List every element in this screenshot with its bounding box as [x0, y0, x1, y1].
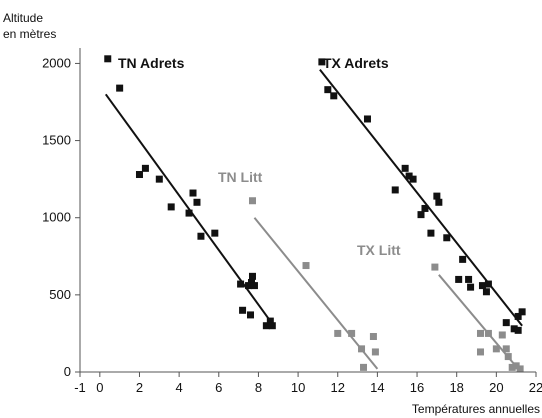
data-point-tn-adrets — [250, 282, 258, 290]
data-point-tx-adrets — [435, 198, 443, 206]
data-point-tx-litt — [512, 362, 520, 370]
y-axis-title-line1: Altitude — [3, 11, 43, 25]
data-point-tn-litt — [334, 329, 342, 337]
data-point-tn-adrets — [135, 171, 143, 179]
data-point-tx-adrets — [465, 275, 473, 283]
data-point-tx-adrets — [324, 86, 332, 94]
x-axis-title: Températures annuelles — [412, 402, 540, 416]
data-point-tx-adrets — [514, 312, 522, 320]
y-tick-label: 1500 — [42, 133, 71, 148]
data-point-tx-adrets — [421, 204, 429, 212]
data-point-tn-litt — [358, 345, 366, 353]
data-point-tn-litt — [302, 262, 310, 270]
data-point-tx-adrets — [433, 192, 441, 200]
plot-area — [104, 55, 526, 373]
x-tick-label: 8 — [255, 380, 262, 395]
series-label-tn-adrets: TN Adrets — [118, 55, 185, 71]
x-tick-label: 12 — [331, 380, 345, 395]
y-tick-label: 0 — [64, 364, 71, 379]
data-point-tx-adrets — [330, 92, 338, 100]
data-point-tx-adrets — [478, 282, 486, 290]
data-point-tx-litt — [476, 348, 484, 356]
x-tick-label: 6 — [215, 380, 222, 395]
data-point-tn-adrets — [193, 198, 201, 206]
data-point-tx-adrets — [363, 115, 371, 123]
data-point-tx-adrets — [484, 280, 492, 288]
data-point-tx-adrets — [455, 275, 463, 283]
x-tick-label: 2 — [136, 380, 143, 395]
data-point-tn-litt — [348, 329, 356, 337]
y-tick-label: 1000 — [42, 210, 71, 225]
data-point-tn-adrets — [116, 84, 124, 92]
x-tick-label: 16 — [410, 380, 424, 395]
data-point-tx-litt — [498, 331, 506, 339]
data-point-tn-adrets — [266, 317, 274, 325]
x-tick-label: 18 — [449, 380, 463, 395]
y-tick-label: 500 — [49, 287, 71, 302]
data-point-tn-adrets — [167, 203, 175, 211]
data-point-tn-litt — [369, 333, 377, 341]
data-point-tx-litt — [516, 365, 524, 373]
x-tick-label: 10 — [291, 380, 305, 395]
data-point-tx-adrets — [318, 58, 326, 66]
data-point-tn-adrets — [262, 322, 270, 330]
data-point-tx-litt — [492, 345, 500, 353]
data-point-tn-litt — [371, 348, 379, 356]
data-point-tn-adrets — [185, 209, 193, 217]
data-point-tx-adrets — [391, 186, 399, 194]
data-point-tn-adrets — [247, 311, 255, 319]
x-tick-label: -1 — [74, 380, 86, 395]
data-point-tn-adrets — [141, 164, 149, 172]
series-label-tn-litt: TN Litt — [218, 169, 263, 185]
data-point-tn-adrets — [189, 189, 197, 197]
data-point-tn-adrets — [104, 55, 112, 63]
data-point-tx-litt — [504, 353, 512, 361]
x-tick-label: 22 — [529, 380, 542, 395]
data-point-tx-adrets — [443, 234, 451, 242]
data-point-tx-litt — [431, 263, 439, 271]
y-tick-label: 2000 — [42, 55, 71, 70]
data-point-tx-litt — [484, 329, 492, 337]
data-point-tn-litt — [360, 363, 368, 371]
data-point-tx-adrets — [409, 175, 417, 183]
data-point-tx-adrets — [518, 308, 526, 316]
data-point-tx-litt — [508, 363, 516, 371]
data-point-tx-litt — [502, 345, 510, 353]
series-label-tx-adrets: TX Adrets — [323, 55, 389, 71]
x-tick-label: 14 — [370, 380, 384, 395]
data-point-tx-adrets — [417, 211, 425, 219]
data-point-tn-adrets — [248, 272, 256, 280]
data-point-tx-adrets — [405, 172, 413, 180]
data-point-tx-adrets — [482, 288, 490, 296]
data-point-tn-adrets — [268, 322, 276, 330]
data-point-tn-adrets — [155, 175, 163, 183]
data-point-tx-adrets — [401, 164, 409, 172]
y-axis-title-line2: en mètres — [3, 27, 56, 41]
data-point-tx-adrets — [514, 326, 522, 334]
data-point-tn-litt — [248, 197, 256, 205]
x-tick-label: 0 — [96, 380, 103, 395]
x-tick-label: 20 — [489, 380, 503, 395]
data-point-tx-adrets — [467, 283, 475, 291]
x-tick-label: 4 — [176, 380, 183, 395]
data-point-tn-adrets — [211, 229, 219, 237]
data-point-tx-adrets — [459, 255, 467, 263]
data-point-tx-adrets — [427, 229, 435, 237]
data-point-tx-adrets — [510, 325, 518, 333]
series-label-tx-litt: TX Litt — [357, 242, 401, 258]
data-point-tx-litt — [476, 329, 484, 337]
data-point-tn-adrets — [239, 306, 247, 314]
data-point-tn-adrets — [197, 232, 205, 240]
trend-line-tn-litt — [253, 217, 379, 370]
data-point-tx-adrets — [502, 319, 510, 327]
data-point-tn-adrets — [237, 280, 245, 288]
